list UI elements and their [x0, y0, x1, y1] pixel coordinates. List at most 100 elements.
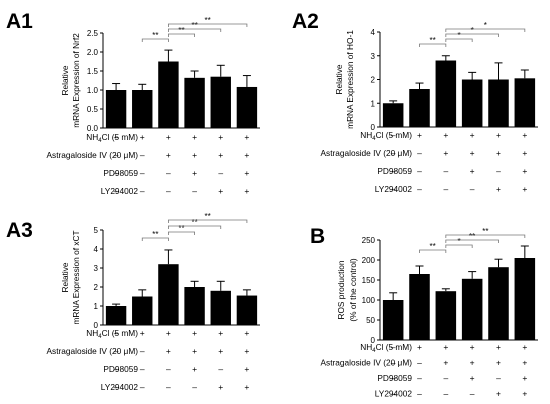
condition-mark: –: [114, 132, 119, 142]
condition-mark: –: [140, 364, 145, 374]
bar: [236, 86, 258, 128]
significance-label: *: [457, 31, 460, 40]
y-tick-label: 4: [371, 28, 376, 37]
bar: [184, 77, 205, 128]
bar: [158, 61, 179, 128]
bar: [461, 278, 483, 340]
significance-bracket: [445, 33, 499, 37]
y-tick-label: 200: [362, 256, 376, 265]
condition-mark: –: [192, 382, 197, 392]
condition-label: PD98059: [103, 364, 138, 374]
condition-mark: +: [522, 389, 527, 399]
y-tick-label: 2: [371, 76, 376, 85]
condition-mark: +: [522, 130, 527, 140]
bar: [132, 90, 153, 128]
condition-mark: +: [192, 346, 197, 356]
y-tick-label: 3: [94, 264, 99, 273]
y-tick-label: 1.0: [87, 86, 99, 95]
condition-mark: –: [391, 166, 396, 176]
condition-mark: +: [166, 346, 171, 356]
condition-mark: –: [391, 342, 396, 352]
condition-mark: –: [140, 186, 145, 196]
condition-label: PD98059: [377, 166, 412, 176]
condition-mark: +: [496, 148, 501, 158]
condition-mark: –: [140, 382, 145, 392]
condition-mark: –: [140, 346, 145, 356]
significance-label: **: [205, 212, 211, 221]
bar: [409, 274, 430, 340]
condition-mark: +: [470, 358, 475, 368]
condition-mark: –: [114, 346, 119, 356]
significance-bracket: [445, 28, 526, 32]
y-tick-label: 1: [94, 302, 99, 311]
y-tick-label: 3: [371, 52, 376, 61]
y-tick-label: 0.0: [87, 124, 99, 133]
condition-mark: –: [470, 389, 475, 399]
significance-label: **: [191, 218, 197, 227]
y-axis-label: mRNA Expression of xCT: [71, 230, 81, 324]
y-axis-label: (% of the control): [348, 258, 358, 321]
condition-mark: +: [166, 132, 171, 142]
condition-mark: –: [417, 373, 422, 383]
panel-a1: A1 0.0 0.5 1.0 1.5 2.0 2.5 Relative mRNA Express…: [6, 10, 260, 196]
condition-label: LY294002: [101, 382, 139, 392]
y-tick-label: 150: [362, 276, 376, 285]
condition-mark: –: [470, 184, 475, 194]
bar: [514, 78, 536, 127]
significance-label: **: [205, 16, 211, 25]
bar: [435, 291, 457, 340]
condition-mark: +: [166, 150, 171, 160]
significance-bracket: [445, 38, 473, 42]
condition-mark: +: [522, 166, 527, 176]
condition-mark: –: [496, 373, 501, 383]
condition-label: LY294002: [375, 184, 413, 194]
condition-mark: –: [391, 184, 396, 194]
y-tick-label: 250: [362, 236, 376, 245]
condition-mark: +: [496, 184, 501, 194]
condition-mark: +: [218, 132, 223, 142]
condition-mark: –: [417, 184, 422, 194]
condition-label: LY294002: [101, 186, 139, 196]
condition-mark: +: [244, 382, 249, 392]
condition-mark: –: [391, 358, 396, 368]
condition-mark: –: [166, 186, 171, 196]
condition-mark: +: [470, 130, 475, 140]
bar: [488, 267, 509, 340]
significance-bracket: [168, 28, 222, 32]
y-axis-label: Relative: [60, 262, 70, 292]
condition-mark: –: [114, 364, 119, 374]
condition-mark: +: [244, 168, 249, 178]
panel-label: A3: [6, 219, 33, 242]
condition-mark: +: [496, 358, 501, 368]
condition-mark: –: [192, 186, 197, 196]
significance-label: **: [152, 230, 158, 239]
condition-mark: –: [443, 389, 448, 399]
condition-mark: +: [192, 132, 197, 142]
condition-mark: +: [417, 342, 422, 352]
bar: [382, 300, 404, 340]
condition-mark: +: [496, 342, 501, 352]
condition-mark: –: [114, 168, 119, 178]
condition-mark: –: [114, 186, 119, 196]
significance-label: **: [152, 31, 158, 40]
condition-mark: –: [391, 130, 396, 140]
y-tick-label: 2: [94, 283, 99, 292]
bar: [461, 79, 483, 127]
bar: [158, 264, 179, 325]
condition-label: NH4Cl (5 mM): [360, 342, 412, 354]
condition-mark: +: [192, 150, 197, 160]
panel-a3: A3 0 1 2 3 4 5 Relative mRNA Expression of xCT **…: [6, 212, 260, 392]
significance-bracket: [168, 219, 248, 223]
panel-label: A1: [6, 10, 33, 33]
panel-b: B 0 50 100 150 200 250 ROS production (% of the …: [310, 225, 538, 399]
panel-label: B: [310, 225, 325, 248]
condition-label: Astragaloside IV (20 μM): [321, 148, 413, 158]
condition-mark: +: [470, 166, 475, 176]
condition-mark: +: [443, 342, 448, 352]
y-tick-label: 2.0: [87, 48, 99, 57]
bar: [184, 287, 205, 325]
condition-mark: –: [417, 148, 422, 158]
panel-label: A2: [292, 10, 319, 33]
y-tick-label: 50: [366, 316, 375, 325]
